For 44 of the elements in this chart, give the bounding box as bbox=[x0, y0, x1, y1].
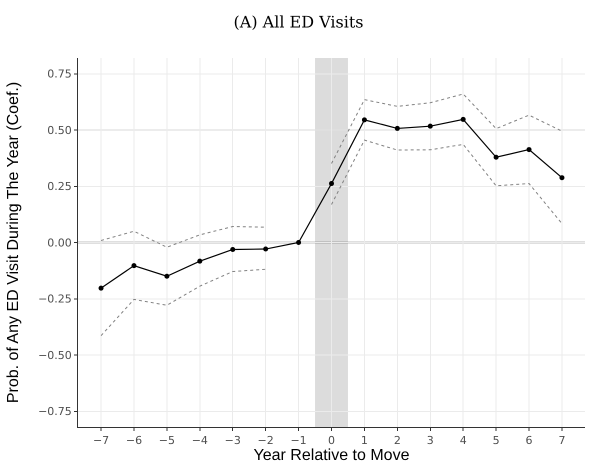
x-tick-label: 5 bbox=[492, 434, 500, 448]
point bbox=[428, 124, 433, 129]
point bbox=[98, 286, 104, 291]
line-series bbox=[100, 226, 266, 248]
x-tick-label: 4 bbox=[460, 434, 467, 448]
x-tick-label: −2 bbox=[258, 434, 274, 448]
y-tick-label: −0.25 bbox=[38, 292, 72, 306]
point bbox=[394, 126, 400, 131]
x-tick-label: −7 bbox=[92, 434, 110, 448]
line-series bbox=[100, 268, 266, 336]
point bbox=[197, 258, 202, 264]
point bbox=[526, 147, 532, 152]
chart-title: (A) All ED Visits bbox=[234, 12, 364, 32]
x-tick-label: −3 bbox=[224, 434, 241, 448]
point bbox=[131, 263, 136, 268]
x-tick-label: 7 bbox=[558, 434, 566, 448]
x-tick-label: −1 bbox=[290, 434, 307, 448]
y-tick-label: −0.50 bbox=[38, 348, 72, 362]
point bbox=[263, 246, 268, 252]
y-tick-label: −0.75 bbox=[38, 405, 72, 418]
x-tick-label: 0 bbox=[328, 434, 335, 448]
point bbox=[494, 154, 499, 160]
point bbox=[164, 274, 170, 279]
point bbox=[230, 246, 236, 252]
y-tick-label: 0.50 bbox=[47, 124, 72, 137]
x-tick-label: −6 bbox=[126, 434, 142, 448]
x-tick-label: 3 bbox=[426, 434, 434, 448]
y-tick-label: 0.75 bbox=[47, 68, 72, 81]
x-tick-label: −5 bbox=[158, 434, 175, 448]
x-tick-label: 1 bbox=[360, 434, 368, 448]
y-tick-label: 0.25 bbox=[47, 180, 72, 194]
x-axis-title: Year Relative to Move bbox=[254, 447, 410, 464]
point bbox=[559, 175, 564, 180]
y-tick-label: 0.00 bbox=[47, 236, 72, 250]
x-tick-label: 2 bbox=[394, 434, 401, 448]
x-tick-label: −4 bbox=[192, 434, 208, 448]
point bbox=[296, 240, 302, 245]
point bbox=[460, 116, 466, 122]
x-tick-label: 6 bbox=[526, 434, 533, 448]
point bbox=[329, 181, 334, 186]
line-series bbox=[331, 94, 562, 164]
y-axis-title: Prob. of Any ED Visit During The Year (Coef.) bbox=[4, 82, 22, 404]
point bbox=[362, 117, 367, 122]
line-series bbox=[331, 140, 562, 224]
